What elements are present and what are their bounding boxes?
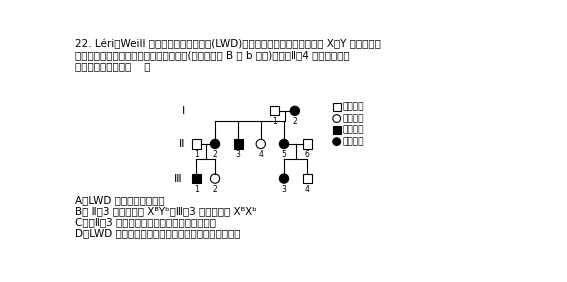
Bar — [333, 103, 341, 111]
Text: C．若Ⅱ－3 与表型正常的女性结婚，建议生男孩: C．若Ⅱ－3 与表型正常的女性结婚，建议生男孩 — [75, 217, 216, 227]
Text: 列说法不正确的是（    ）: 列说法不正确的是（ ） — [75, 61, 150, 72]
Text: D．LWD 患者可通过基因治疗完全治愈而不遗传给后代: D．LWD 患者可通过基因治疗完全治愈而不遗传给后代 — [75, 229, 240, 239]
Text: B． Ⅱ－3 的基因型是 XᴮYᵇ，Ⅲ－3 的基因型是 XᴮXᵇ: B． Ⅱ－3 的基因型是 XᴮYᵇ，Ⅲ－3 的基因型是 XᴮXᵇ — [75, 206, 256, 216]
Bar — [303, 139, 312, 149]
Circle shape — [333, 138, 341, 146]
Text: 5: 5 — [282, 150, 286, 159]
Circle shape — [280, 174, 289, 183]
Text: 2: 2 — [293, 117, 297, 126]
Text: 3: 3 — [282, 185, 286, 194]
Text: A．LWD 是一种显性遗传病: A．LWD 是一种显性遗传病 — [75, 195, 164, 206]
Text: Ⅲ: Ⅲ — [174, 174, 181, 184]
Circle shape — [333, 115, 341, 122]
Bar — [333, 126, 341, 134]
Text: 22. Léri－Weill 软骨骨生成障碍综合征(LWD)是一种遗传病，致病基因位于 X、Y 染色体的同: 22. Léri－Weill 软骨骨生成障碍综合征(LWD)是一种遗传病，致病基… — [75, 38, 380, 49]
Bar — [303, 174, 312, 183]
Text: 2: 2 — [213, 150, 217, 159]
Circle shape — [290, 106, 299, 115]
Text: 3: 3 — [236, 150, 241, 159]
Text: 患病男性: 患病男性 — [343, 125, 365, 135]
Bar — [192, 139, 201, 149]
Text: Ⅱ: Ⅱ — [179, 139, 184, 149]
Text: 4: 4 — [305, 185, 310, 194]
Bar — [234, 139, 243, 149]
Text: 正常女性: 正常女性 — [343, 114, 365, 123]
Text: 源区段。下图是某家族关于该病的系谱图(相关基因用 B 和 b 表示)，已知Ⅱ－4 是纯合子。下: 源区段。下图是某家族关于该病的系谱图(相关基因用 B 和 b 表示)，已知Ⅱ－4… — [75, 50, 349, 60]
Text: 正常男性: 正常男性 — [343, 102, 365, 111]
Circle shape — [256, 139, 265, 149]
Bar — [270, 106, 280, 115]
Text: 6: 6 — [305, 150, 310, 159]
Text: 患病女性: 患病女性 — [343, 137, 365, 146]
Bar — [192, 174, 201, 183]
Text: 1: 1 — [272, 117, 277, 126]
Text: 1: 1 — [194, 185, 199, 194]
Text: 4: 4 — [259, 150, 263, 159]
Text: I: I — [183, 106, 185, 116]
Text: 2: 2 — [213, 185, 217, 194]
Circle shape — [280, 139, 289, 149]
Circle shape — [210, 139, 219, 149]
Text: 1: 1 — [194, 150, 199, 159]
Circle shape — [210, 174, 219, 183]
